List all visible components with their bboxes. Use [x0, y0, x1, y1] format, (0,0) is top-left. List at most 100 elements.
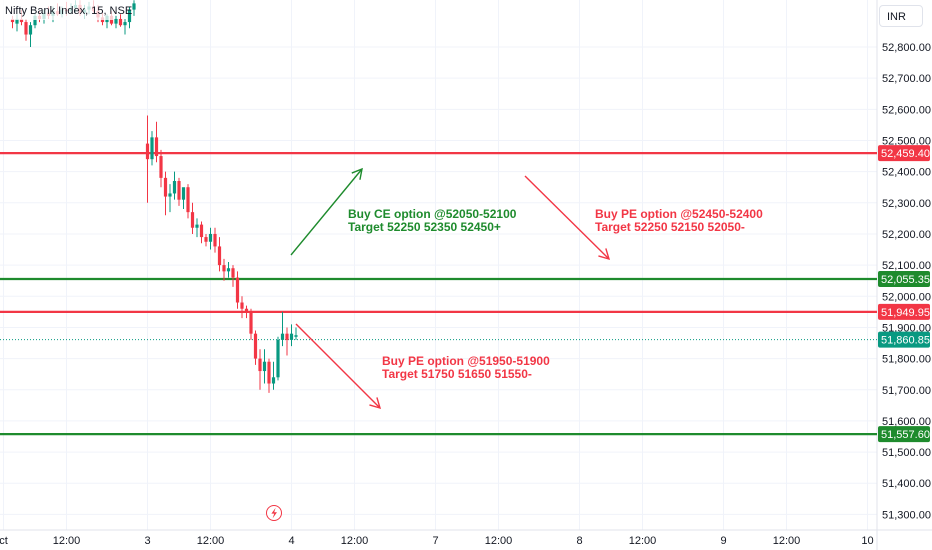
candle-body: [33, 15, 37, 26]
time-tick-label: ct: [0, 535, 8, 547]
candle-body: [181, 187, 186, 200]
candle-body: [186, 187, 190, 213]
candle-body: [262, 361, 267, 372]
candle-body: [217, 246, 222, 266]
annotation-line2: Target 51750 51650 51550-: [382, 367, 532, 381]
candle-body: [127, 9, 132, 23]
candle-body: [244, 308, 249, 312]
time-tick-label: 3: [144, 535, 150, 547]
time-tick-label: 10: [861, 535, 873, 547]
price-tags: 52,459.40 52,055.35 51,949.95 51,557.60 51,8…: [878, 145, 930, 443]
arrow-head: [351, 167, 363, 180]
annotation-arrows[interactable]: [290, 167, 611, 410]
candles: [10, 0, 298, 393]
price-tag: 51,557.60: [878, 426, 930, 443]
time-tick-label: 12:00: [53, 535, 81, 547]
candle-body: [177, 180, 181, 200]
arrow-down-pe-lower[interactable]: [295, 323, 382, 410]
price-tick-label: 51,500.00: [882, 447, 931, 459]
candle-body: [294, 335, 298, 337]
title-backdrop: [0, 0, 114, 20]
arrow-down-pe-upper[interactable]: [524, 175, 611, 261]
price-tick-label: 52,600.00: [882, 104, 931, 116]
candle-body: [231, 268, 235, 278]
candle-body: [253, 333, 258, 359]
candle-body: [285, 333, 289, 340]
price-tag: 51,949.95: [878, 303, 930, 320]
price-tag-bg: [878, 331, 930, 348]
annotation-line1: Buy CE option @52050-52100: [348, 207, 517, 221]
candle-body: [28, 25, 33, 35]
time-tick-label: 12:00: [773, 535, 801, 547]
candle-body: [226, 268, 231, 272]
candle-body: [24, 22, 28, 35]
price-tick-label: 51,300.00: [882, 509, 931, 521]
time-tick-label: 8: [576, 535, 582, 547]
candle-body: [213, 233, 217, 247]
candle-body: [168, 193, 172, 197]
candle-body: [114, 18, 118, 24]
candle-body: [222, 265, 226, 272]
candle-body: [118, 18, 123, 26]
candle-body: [204, 237, 208, 242]
arrow-shaft: [290, 168, 363, 256]
time-tick-label: 4: [288, 535, 294, 547]
candle-body: [19, 18, 24, 23]
price-tag-bg: [878, 271, 930, 288]
annotation-line2: Target 52250 52150 52050-: [595, 220, 745, 234]
candle-body: [15, 18, 19, 24]
price-tag-bg: [878, 145, 930, 162]
candle-body: [150, 137, 154, 160]
price-tick-label: 52,500.00: [882, 135, 931, 147]
price-tick-label: 51,700.00: [882, 385, 931, 397]
price-tag-label: 51,949.95: [881, 307, 930, 319]
price-tick-label: 52,000.00: [882, 291, 931, 303]
price-tick-label: 52,400.00: [882, 167, 931, 179]
price-tag-label: 51,860.85: [881, 335, 930, 347]
price-tick-label: 51,600.00: [882, 416, 931, 428]
chart-title: Nifty Bank Index, 15, NSE: [5, 5, 132, 17]
candle-body: [10, 18, 15, 23]
lightning-icon[interactable]: [266, 505, 282, 521]
price-tag: 52,459.40: [878, 145, 930, 162]
time-tick-label: 7: [432, 535, 438, 547]
candle-body: [271, 377, 276, 384]
candle-body: [208, 233, 213, 242]
candle-body: [276, 339, 280, 378]
price-tick-label: 51,900.00: [882, 322, 931, 334]
candle-body: [163, 177, 168, 197]
time-tick-label: 12:00: [197, 535, 225, 547]
candle-body: [145, 143, 150, 160]
price-axis[interactable]: 52,800.0052,700.0052,600.0052,500.0052,4…: [882, 42, 931, 521]
candle-body: [199, 224, 204, 238]
arrow-up-ce[interactable]: [290, 167, 363, 256]
annotation-line2: Target 52250 52350 52450+: [348, 220, 501, 234]
price-tick-label: 52,100.00: [882, 260, 931, 272]
price-tag: 51,860.85: [878, 331, 930, 348]
time-axis[interactable]: ct 12:00 3 12:00 4 12:00 7 12:00 8 12:00 9 12:00 10: [0, 535, 874, 547]
annotation-line1: Buy PE option @52450-52400: [595, 207, 763, 221]
candle-body: [267, 361, 271, 384]
candle-body: [240, 302, 244, 309]
candle-body: [235, 277, 240, 303]
arrow-shaft: [524, 175, 610, 260]
price-tag-bg: [878, 426, 930, 443]
candle-body: [159, 156, 163, 178]
candle-body: [258, 358, 262, 372]
annotation-line1: Buy PE option @51950-51900: [382, 354, 550, 368]
currency-selector[interactable]: INR: [879, 5, 923, 27]
arrow-head: [598, 248, 611, 261]
price-tick-label: 51,800.00: [882, 354, 931, 366]
time-tick-label: 9: [720, 535, 726, 547]
candle-body: [289, 333, 294, 340]
price-tick-label: 51,400.00: [882, 478, 931, 490]
price-tag: 52,055.35: [878, 271, 930, 288]
arrow-shaft: [295, 323, 381, 409]
candle-body: [154, 137, 159, 157]
